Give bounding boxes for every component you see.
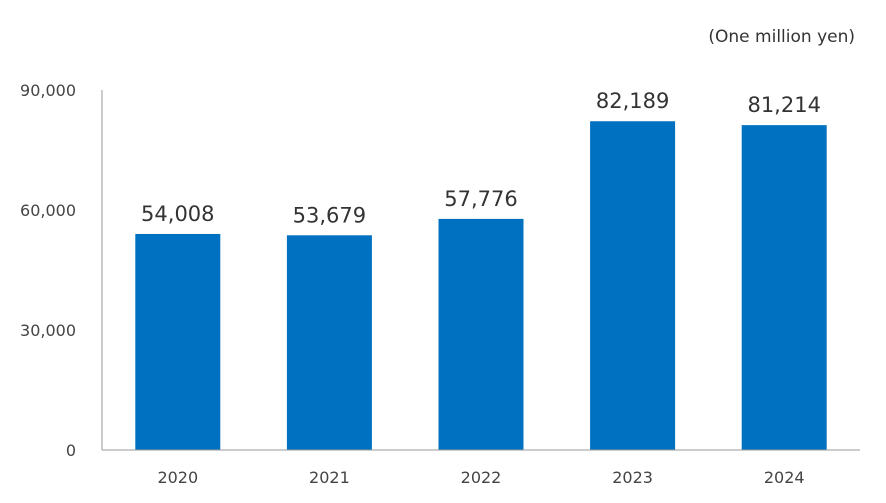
- bar-2024: [741, 125, 827, 451]
- y-tick-label: 30,000: [20, 321, 76, 340]
- x-axis-ticks: 2020 2021 2022 2023 2024: [157, 468, 804, 487]
- bar-2022: [438, 218, 524, 450]
- y-tick-label: 0: [66, 441, 76, 460]
- data-label: 54,008: [141, 202, 214, 226]
- y-tick-label: 60,000: [20, 201, 76, 220]
- x-tick-label: 2022: [461, 468, 502, 487]
- x-tick-label: 2020: [157, 468, 198, 487]
- unit-label: (One million yen): [708, 27, 855, 47]
- y-axis-ticks: 0 30,000 60,000 90,000: [20, 81, 76, 460]
- x-tick-label: 2024: [764, 468, 805, 487]
- bar-2020: [135, 233, 221, 450]
- y-tick-label: 90,000: [20, 81, 76, 100]
- data-label: 53,679: [293, 203, 366, 227]
- data-label: 82,189: [596, 89, 669, 113]
- data-label: 57,776: [444, 187, 517, 211]
- data-label: 81,214: [747, 93, 820, 117]
- bars-group: 54,008 53,679 57,776 82,189 81,214: [135, 89, 827, 451]
- bar-2021: [286, 235, 372, 450]
- bar-2023: [590, 121, 676, 450]
- x-tick-label: 2021: [309, 468, 350, 487]
- x-tick-label: 2023: [612, 468, 653, 487]
